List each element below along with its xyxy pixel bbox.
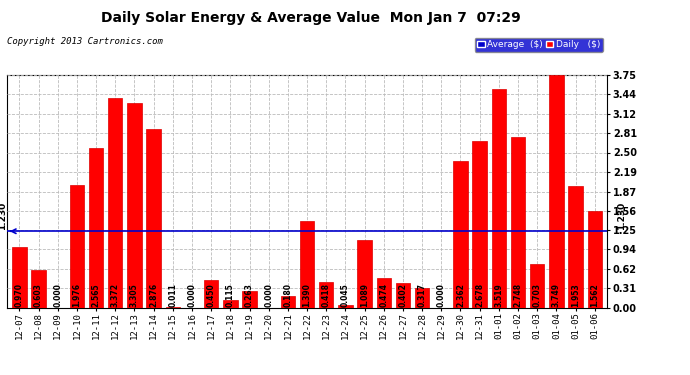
Bar — [357, 240, 372, 308]
Text: 0.450: 0.450 — [207, 283, 216, 307]
Bar — [549, 75, 564, 307]
Bar — [530, 264, 544, 308]
Text: 0.011: 0.011 — [168, 283, 177, 307]
Bar — [146, 129, 161, 308]
Text: 1.089: 1.089 — [360, 283, 369, 307]
Bar — [473, 141, 487, 308]
Bar — [223, 300, 237, 307]
Bar — [89, 148, 104, 308]
Bar — [70, 185, 84, 308]
Bar — [453, 161, 468, 308]
Text: 1.230: 1.230 — [617, 202, 626, 230]
Text: 2.362: 2.362 — [456, 283, 465, 307]
Bar — [492, 89, 506, 308]
Text: 3.305: 3.305 — [130, 283, 139, 307]
Bar — [204, 280, 218, 308]
Bar — [166, 307, 180, 308]
Bar — [338, 305, 353, 308]
Text: 0.474: 0.474 — [380, 283, 388, 307]
Text: 0.045: 0.045 — [341, 283, 350, 307]
Text: 0.000: 0.000 — [437, 283, 446, 307]
Bar — [300, 221, 314, 308]
Bar — [415, 288, 429, 308]
Bar — [319, 282, 333, 308]
Text: 1.953: 1.953 — [571, 283, 580, 307]
Text: 1.562: 1.562 — [590, 283, 599, 307]
Text: 0.115: 0.115 — [226, 283, 235, 307]
Text: 0.317: 0.317 — [417, 283, 426, 307]
Bar — [12, 248, 26, 308]
Bar — [588, 211, 602, 308]
Bar — [31, 270, 46, 308]
Bar — [242, 291, 257, 308]
Bar — [396, 283, 410, 308]
Text: Copyright 2013 Cartronics.com: Copyright 2013 Cartronics.com — [7, 38, 163, 46]
Text: 0.000: 0.000 — [53, 283, 62, 307]
Text: 3.749: 3.749 — [552, 283, 561, 307]
Text: 0.263: 0.263 — [245, 283, 254, 307]
Text: 3.519: 3.519 — [494, 283, 503, 307]
Bar — [127, 103, 141, 308]
Bar — [569, 186, 583, 308]
Text: 0.000: 0.000 — [188, 283, 197, 307]
Legend: Average  ($), Daily   ($): Average ($), Daily ($) — [475, 38, 602, 52]
Text: 0.970: 0.970 — [15, 283, 24, 307]
Text: 1.230: 1.230 — [0, 202, 7, 230]
Bar — [377, 278, 391, 308]
Text: 0.603: 0.603 — [34, 283, 43, 307]
Text: 0.703: 0.703 — [533, 283, 542, 307]
Text: 2.678: 2.678 — [475, 283, 484, 307]
Bar — [511, 137, 525, 308]
Text: 3.372: 3.372 — [111, 283, 120, 307]
Text: 1.976: 1.976 — [72, 283, 81, 307]
Text: 1.390: 1.390 — [302, 283, 312, 307]
Text: 0.402: 0.402 — [398, 283, 407, 307]
Text: Daily Solar Energy & Average Value  Mon Jan 7  07:29: Daily Solar Energy & Average Value Mon J… — [101, 11, 520, 25]
Text: 2.565: 2.565 — [92, 283, 101, 307]
Text: 2.876: 2.876 — [149, 283, 158, 307]
Text: 0.418: 0.418 — [322, 283, 331, 307]
Text: 0.000: 0.000 — [264, 283, 273, 307]
Text: 2.748: 2.748 — [513, 283, 522, 307]
Text: 0.180: 0.180 — [284, 283, 293, 307]
Bar — [108, 98, 122, 308]
Bar — [281, 296, 295, 307]
